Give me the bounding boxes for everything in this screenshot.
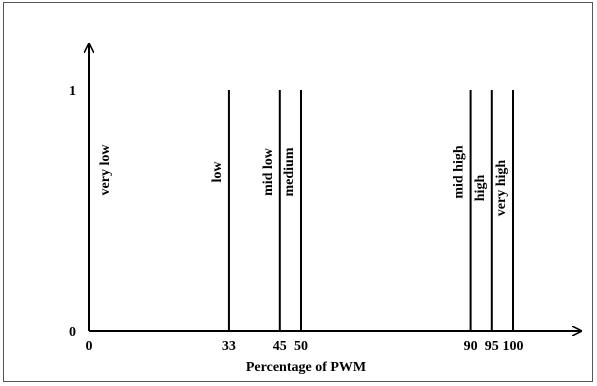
bar-label-mid-low: mid low <box>261 147 276 196</box>
bar-label-very-high: very high <box>494 160 509 217</box>
x-tick-label-0: 0 <box>86 339 93 354</box>
bar-label-very-low: very low <box>98 144 113 196</box>
x-tick-label-50: 50 <box>294 339 308 354</box>
chart-marks: 0 33 45 50 90 95 100 0 1 very low low mid low medium… <box>69 84 524 354</box>
x-tick-label-90: 90 <box>464 339 478 354</box>
x-tick-label-33: 33 <box>222 339 236 354</box>
x-tick-label-95: 95 <box>485 339 499 354</box>
y-tick-label-1: 1 <box>69 84 76 99</box>
y-tick-label-0: 0 <box>69 325 76 340</box>
bar-label-high: high <box>473 175 488 202</box>
x-tick-label-100: 100 <box>503 339 524 354</box>
x-axis-label: Percentage of PWM <box>246 360 366 375</box>
bar-label-medium: medium <box>282 147 297 196</box>
x-tick-label-45: 45 <box>273 339 287 354</box>
bar-label-mid-high: mid high <box>452 145 467 199</box>
bar-label-low: low <box>210 161 225 183</box>
chart-frame <box>3 2 593 382</box>
